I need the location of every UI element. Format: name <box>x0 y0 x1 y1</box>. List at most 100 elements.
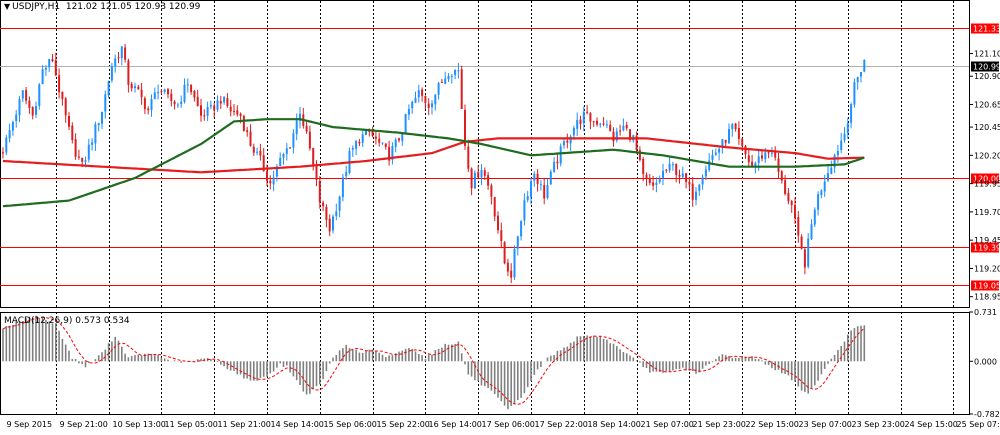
x-tick-label: 16 Sep 14:00 <box>429 420 482 429</box>
candle-body <box>289 147 291 148</box>
candle-body <box>332 217 334 231</box>
macd-y-tick-label: -0.782 <box>974 410 1000 419</box>
candle-body <box>454 70 456 75</box>
candle-body <box>111 66 113 81</box>
candle-body <box>669 164 671 170</box>
candle-body <box>593 121 595 122</box>
candle-body <box>497 216 499 230</box>
candle-body <box>335 211 337 216</box>
candle-body <box>695 192 697 200</box>
candle-body <box>550 172 552 185</box>
candle-body <box>556 162 558 164</box>
macd-y-tick-label: 0.000 <box>974 357 997 366</box>
candle-body <box>160 91 162 92</box>
candle-body <box>75 139 77 157</box>
candle-body <box>596 121 598 125</box>
candle-body <box>233 111 235 112</box>
x-tick-label: 15 Sep 06:00 <box>324 420 377 429</box>
candle-body <box>418 90 420 97</box>
candle-body <box>167 89 169 94</box>
candle-body <box>467 147 469 169</box>
x-tick-label: 22 Sep 15:00 <box>746 420 799 429</box>
candle-body <box>718 149 720 153</box>
candle-body <box>484 170 486 175</box>
x-tick-label: 21 Sep 23:00 <box>693 420 746 429</box>
candle-body <box>266 171 268 181</box>
candle-body <box>322 203 324 207</box>
x-tick-label: 23 Sep 23:00 <box>852 420 905 429</box>
candle-body <box>830 168 832 174</box>
candle-body <box>68 116 70 127</box>
candle-body <box>246 130 248 132</box>
candle-body <box>101 112 103 124</box>
candle-body <box>438 83 440 95</box>
candle-body <box>137 87 139 89</box>
candle-body <box>319 181 321 202</box>
candle-body <box>154 92 156 99</box>
candle-body <box>553 162 555 172</box>
candle-body <box>131 84 133 88</box>
candle-body <box>230 107 232 111</box>
candle-body <box>685 173 687 182</box>
candle-body <box>853 82 855 105</box>
candle-body <box>269 181 271 184</box>
x-tick-label: 14 Sep 14:00 <box>271 420 324 429</box>
candle-body <box>705 169 707 176</box>
candle-body <box>609 125 611 131</box>
candle-body <box>174 102 176 105</box>
candle-body <box>213 106 215 111</box>
candle-body <box>91 142 93 145</box>
candle-body <box>408 109 410 115</box>
candle-body <box>745 146 747 154</box>
candle-body <box>626 125 628 128</box>
candle-body <box>114 58 116 66</box>
y-tick-label: 119.95 <box>974 180 1000 189</box>
candle-body <box>672 164 674 165</box>
candle-body <box>94 124 96 143</box>
candle-body <box>797 217 799 235</box>
candle-body <box>108 81 110 95</box>
candle-body <box>622 126 624 130</box>
candle-body <box>523 200 525 220</box>
candle-body <box>487 175 489 186</box>
candle-body <box>151 99 153 110</box>
y-tick-label: 119.45 <box>974 236 1000 245</box>
candle-body <box>19 99 21 115</box>
candle-body <box>702 177 704 184</box>
candle-body <box>98 123 100 125</box>
candle-body <box>764 152 766 159</box>
candle-body <box>530 182 532 197</box>
candle-body <box>217 100 219 109</box>
candle-body <box>576 120 578 129</box>
candle-body <box>342 177 344 197</box>
candle-body <box>679 175 681 177</box>
candle-body <box>665 170 667 171</box>
candle-body <box>240 114 242 116</box>
candle-body <box>547 185 549 198</box>
candle-body <box>200 105 202 115</box>
candle-body <box>223 97 225 102</box>
candle-body <box>474 173 476 189</box>
candle-body <box>560 146 562 163</box>
candle-body <box>603 124 605 125</box>
current-price-label: 120.99 <box>973 63 1000 72</box>
candle-body <box>279 158 281 166</box>
x-tick-label: 25 Sep 07:00 <box>957 420 1000 429</box>
candle-body <box>65 98 67 115</box>
candle-body <box>226 98 228 106</box>
x-tick-label: 17 Sep 22:00 <box>535 420 588 429</box>
candle-body <box>184 85 186 102</box>
candle-body <box>187 84 189 85</box>
candle-body <box>504 242 506 263</box>
candle-body <box>774 152 776 157</box>
candle-body <box>599 124 601 125</box>
dropdown-triangle-icon[interactable]: ▼ <box>4 2 10 11</box>
candle-body <box>801 237 803 249</box>
candle-body <box>352 148 354 150</box>
candle-body <box>415 98 417 103</box>
candle-body <box>619 130 621 131</box>
candle-body <box>461 69 463 109</box>
level-tag-label: 121.33 <box>973 25 1000 34</box>
candle-body <box>844 134 846 140</box>
